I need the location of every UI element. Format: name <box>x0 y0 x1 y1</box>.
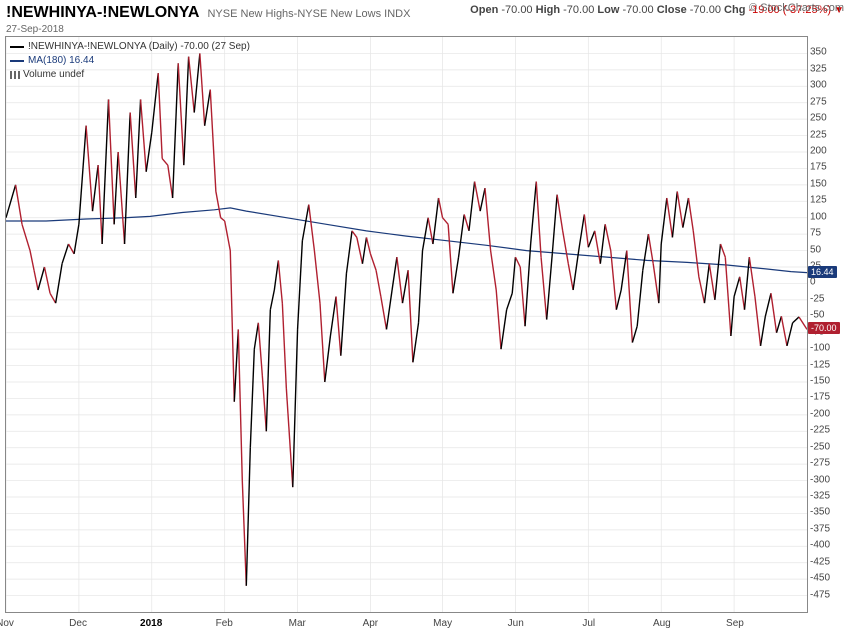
legend-vol-text: Volume undef <box>23 68 84 82</box>
y-tick-label: -425 <box>810 556 830 567</box>
header-left: !NEWHINYA-!NEWLONYA NYSE New Highs-NYSE … <box>6 4 410 35</box>
open-value: -70.00 <box>501 4 532 16</box>
y-tick-label: -400 <box>810 540 830 551</box>
legend-main-text: !NEWHINYA-!NEWLONYA (Daily) -70.00 (27 S… <box>28 40 250 54</box>
y-tick-label: -225 <box>810 425 830 436</box>
y-tick-label: 50 <box>810 244 821 255</box>
y-tick-label: -100 <box>810 343 830 354</box>
y-tick-label: -375 <box>810 523 830 534</box>
low-label: Low <box>597 4 619 16</box>
close-label: Close <box>657 4 687 16</box>
open-label: Open <box>470 4 498 16</box>
chart-svg <box>6 37 807 612</box>
y-tick-label: 225 <box>810 129 827 140</box>
y-tick-label: -25 <box>810 293 824 304</box>
legend-swatch-main-icon <box>10 46 24 48</box>
x-tick-label: Jul <box>582 618 595 629</box>
y-tick-label: 350 <box>810 47 827 58</box>
chart-header: !NEWHINYA-!NEWLONYA NYSE New Highs-NYSE … <box>0 0 850 37</box>
x-tick-label: Aug <box>653 618 671 629</box>
y-tick-label: -200 <box>810 408 830 419</box>
y-tick-label: 175 <box>810 162 827 173</box>
y-tick-label: -150 <box>810 376 830 387</box>
x-axis: NovDec2018FebMarAprMayJunJulAugSep <box>5 613 808 633</box>
y-tick-label: 0 <box>810 277 816 288</box>
x-tick-label: Feb <box>216 618 233 629</box>
y-tick-label: 125 <box>810 195 827 206</box>
legend-swatch-ma-icon <box>10 60 24 62</box>
y-tick-label: -475 <box>810 589 830 600</box>
ticker-description: NYSE New Highs-NYSE New Lows INDX <box>207 8 410 20</box>
high-label: High <box>536 4 560 16</box>
chart-plot-area <box>5 36 808 613</box>
chart-date: 27-Sep-2018 <box>6 24 410 35</box>
x-tick-label: May <box>433 618 452 629</box>
x-tick-label: Apr <box>363 618 379 629</box>
legend-vol-icon <box>10 71 20 79</box>
credit-text: © StockCharts.com <box>749 2 844 14</box>
y-tick-label: 150 <box>810 178 827 189</box>
y-tick-label: 100 <box>810 211 827 222</box>
y-tick-label: 75 <box>810 228 821 239</box>
y-tick-label: 325 <box>810 63 827 74</box>
y-tick-label: -50 <box>810 310 824 321</box>
y-axis: -475-450-425-400-375-350-325-300-275-250… <box>808 36 850 613</box>
y-tick-label: -175 <box>810 392 830 403</box>
y-tick-label: -125 <box>810 359 830 370</box>
y-tick-label: 300 <box>810 80 827 91</box>
legend-vol: Volume undef <box>10 68 250 82</box>
y-tick-label: 250 <box>810 113 827 124</box>
price-value-badge: -70.00 <box>808 322 840 334</box>
y-tick-label: 200 <box>810 146 827 157</box>
x-tick-label: Dec <box>69 618 87 629</box>
chart-legend: !NEWHINYA-!NEWLONYA (Daily) -70.00 (27 S… <box>10 40 250 82</box>
y-tick-label: -450 <box>810 573 830 584</box>
high-value: -70.00 <box>563 4 594 16</box>
x-tick-label: Nov <box>0 618 14 629</box>
low-value: -70.00 <box>622 4 653 16</box>
close-value: -70.00 <box>690 4 721 16</box>
legend-ma-text: MA(180) 16.44 <box>28 54 94 68</box>
title-row: !NEWHINYA-!NEWLONYA NYSE New Highs-NYSE … <box>6 4 410 22</box>
ma-value-badge: 16.44 <box>808 266 837 278</box>
y-tick-label: -300 <box>810 474 830 485</box>
chg-label: Chg <box>724 4 745 16</box>
y-tick-label: -325 <box>810 491 830 502</box>
y-tick-label: -350 <box>810 507 830 518</box>
x-tick-label: Sep <box>726 618 744 629</box>
x-tick-label: Jun <box>508 618 524 629</box>
ticker-symbol: !NEWHINYA-!NEWLONYA <box>6 4 199 22</box>
legend-ma: MA(180) 16.44 <box>10 54 250 68</box>
y-tick-label: -250 <box>810 441 830 452</box>
y-tick-label: 275 <box>810 96 827 107</box>
legend-main: !NEWHINYA-!NEWLONYA (Daily) -70.00 (27 S… <box>10 40 250 54</box>
x-tick-label: Mar <box>289 618 306 629</box>
y-tick-label: -275 <box>810 458 830 469</box>
x-tick-label: 2018 <box>140 618 162 629</box>
